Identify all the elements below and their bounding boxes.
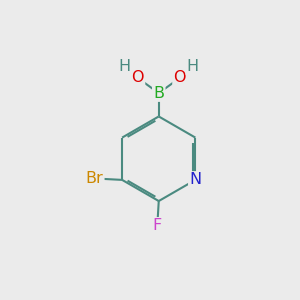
Text: O: O [173,70,186,86]
Text: H: H [187,59,199,74]
Text: H: H [118,59,131,74]
Text: B: B [153,85,164,100]
Text: Br: Br [85,171,103,186]
Text: O: O [131,70,144,86]
Text: N: N [189,172,201,188]
Text: F: F [153,218,162,233]
